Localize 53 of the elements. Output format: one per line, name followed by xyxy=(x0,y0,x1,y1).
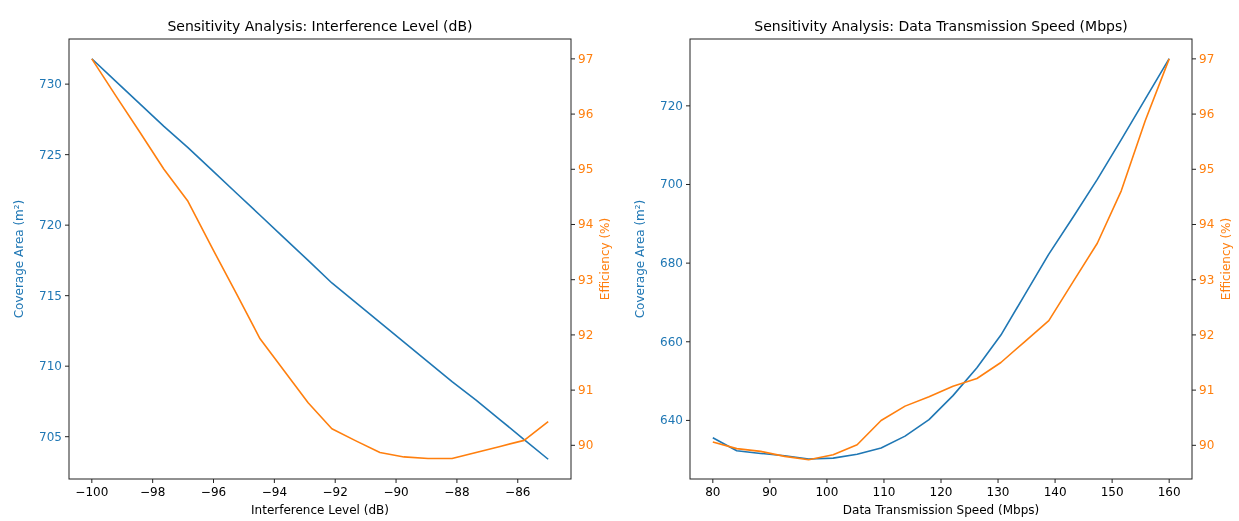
y-axis-title: Coverage Area (m²) xyxy=(633,199,647,319)
x-axis-title: Interference Level (dB) xyxy=(251,503,389,517)
y-tick-label: 705 xyxy=(39,429,62,444)
y2-tick-label: 97 xyxy=(1199,51,1215,66)
y2-tick-label: 96 xyxy=(578,107,594,122)
x-tick-label: 130 xyxy=(986,485,1010,499)
x-tick-label: 90 xyxy=(762,485,778,499)
y2-tick-label: 91 xyxy=(578,383,594,398)
chart-title: Sensitivity Analysis: Data Transmission Speed (Mbps) xyxy=(754,18,1128,34)
y-tick-label: 700 xyxy=(660,177,683,192)
x-tick-label: 80 xyxy=(705,485,721,499)
x-tick-label: −88 xyxy=(444,485,470,499)
y-tick-label: 720 xyxy=(39,218,62,233)
y2-tick-label: 95 xyxy=(1199,162,1215,177)
x-tick-label: 140 xyxy=(1043,485,1067,499)
x-tick-label: 110 xyxy=(872,485,896,499)
y2-tick-label: 96 xyxy=(1199,107,1215,122)
x-tick-label: 150 xyxy=(1100,485,1124,499)
x-tick-label: −90 xyxy=(383,485,409,499)
x-tick-label: 120 xyxy=(929,485,953,499)
y2-tick-label: 95 xyxy=(578,162,594,177)
y2-tick-label: 97 xyxy=(578,51,594,66)
y2-tick-label: 90 xyxy=(578,438,594,453)
x-tick-label: −100 xyxy=(75,485,109,499)
y-tick-label: 730 xyxy=(39,77,62,92)
y-axis-title: Coverage Area (m²) xyxy=(12,199,26,319)
line-series xyxy=(91,57,549,461)
y-tick-label: 725 xyxy=(39,147,62,162)
x-tick-label: −96 xyxy=(200,485,227,499)
x-tick-label: 100 xyxy=(815,485,839,499)
chart-title: Sensitivity Analysis: Interference Level (dB) xyxy=(167,18,473,34)
y2-tick-label: 92 xyxy=(1199,327,1215,342)
y-tick-label: 680 xyxy=(660,256,683,271)
x-tick-label: −94 xyxy=(261,485,288,499)
y-tick-label: 660 xyxy=(660,334,683,349)
x-tick-label: −92 xyxy=(322,485,348,499)
y2-axis-title: Efficiency (%) xyxy=(598,217,612,301)
x-axis-title: Data Transmission Speed (Mbps) xyxy=(842,503,1040,517)
x-tick-label: 160 xyxy=(1157,485,1181,499)
y-tick-label: 710 xyxy=(39,359,62,374)
y-tick-label: 720 xyxy=(660,98,683,113)
y2-axis-title: Efficiency (%) xyxy=(1219,217,1233,301)
y2-tick-label: 92 xyxy=(578,327,594,342)
y2-tick-label: 93 xyxy=(1199,272,1215,287)
y2-tick-label: 90 xyxy=(1199,438,1215,453)
y2-tick-label: 94 xyxy=(578,217,594,232)
y2-tick-label: 94 xyxy=(1199,217,1215,232)
y2-tick-label: 93 xyxy=(578,272,594,287)
y-tick-label: 715 xyxy=(39,288,62,303)
x-tick-label: −98 xyxy=(140,485,166,499)
y2-tick-label: 91 xyxy=(1199,383,1215,398)
x-tick-label: −86 xyxy=(505,485,531,499)
y-tick-label: 640 xyxy=(660,413,683,428)
